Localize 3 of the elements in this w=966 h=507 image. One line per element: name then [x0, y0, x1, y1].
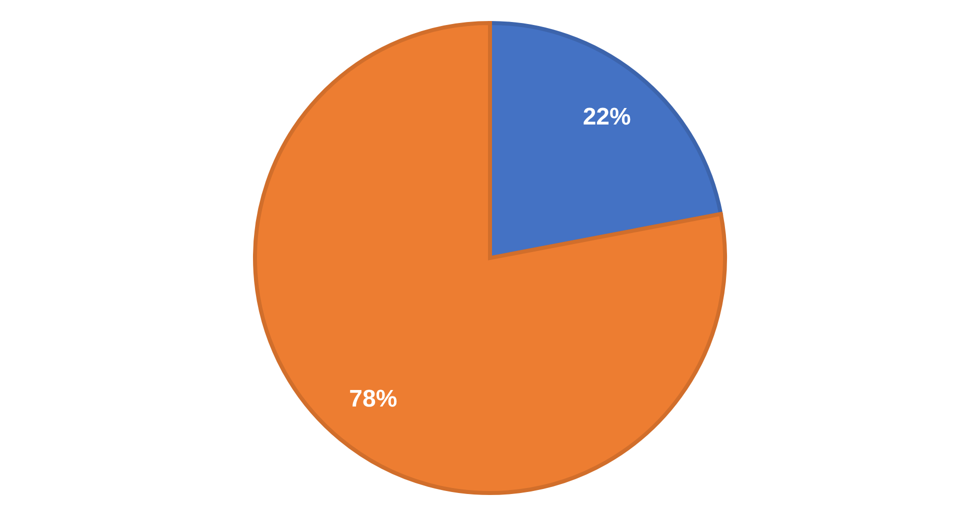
- data-label: 78%: [349, 386, 398, 413]
- data-label: 22%: [582, 103, 631, 130]
- pie-slice: [253, 21, 727, 495]
